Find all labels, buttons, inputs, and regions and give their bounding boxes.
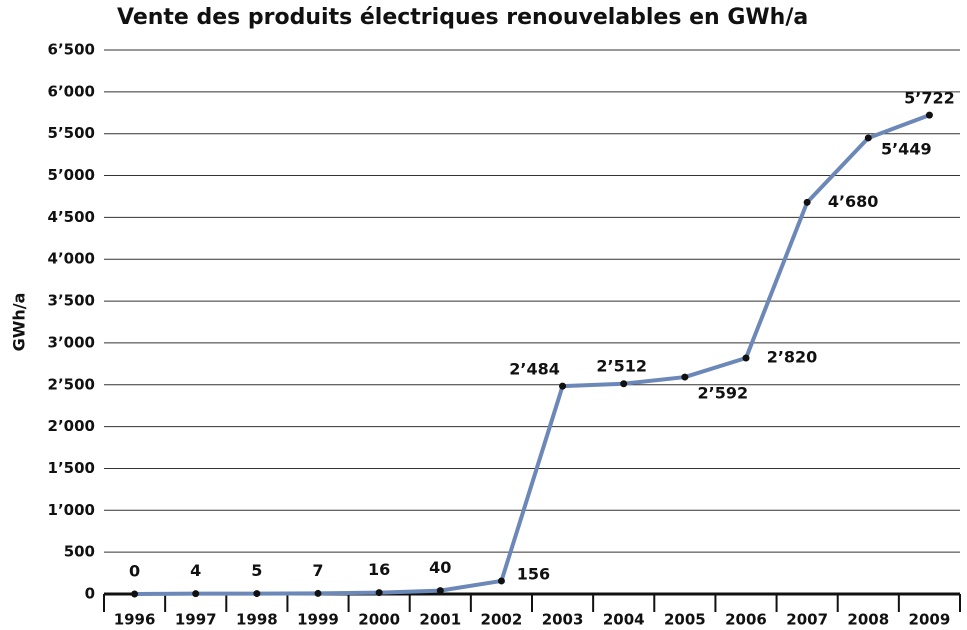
point [314, 589, 322, 597]
y-tick-label: 4’500 [48, 208, 95, 226]
point [253, 590, 261, 598]
data-label: 16 [368, 560, 390, 579]
y-tick-label: 6’000 [48, 82, 95, 100]
y-tick-label: 2’000 [48, 417, 95, 435]
y-tick-label: 6’500 [48, 41, 95, 59]
point [375, 589, 383, 597]
y-tick-label: 1’000 [48, 501, 95, 519]
point [497, 577, 505, 585]
x-tick-label: 2003 [542, 611, 584, 629]
x-tick-label: 2004 [603, 611, 645, 629]
y-axis-label: GWh/a [10, 293, 29, 352]
x-tick-label: 2007 [786, 611, 828, 629]
point [864, 134, 872, 142]
point [925, 111, 933, 119]
y-tick-label: 4’000 [48, 250, 95, 268]
y-tick-label: 5’500 [48, 124, 95, 142]
y-tick-label: 0 [85, 585, 95, 603]
point [192, 590, 200, 598]
point [803, 198, 811, 206]
data-label: 2’820 [767, 347, 818, 366]
data-label: 2’512 [596, 356, 647, 375]
chart-title: Vente des produits électriques renouvela… [117, 5, 808, 30]
data-label: 40 [429, 558, 451, 577]
point [681, 373, 689, 381]
y-tick-label: 3’500 [48, 292, 95, 310]
data-label: 2’484 [509, 360, 560, 379]
data-label: 0 [129, 562, 140, 581]
data-label: 156 [517, 564, 550, 583]
data-label: 4’680 [828, 192, 879, 211]
y-tick-label: 1’500 [48, 459, 95, 477]
point [742, 354, 750, 362]
data-label: 5’722 [904, 89, 955, 108]
point [131, 590, 139, 598]
x-tick-label: 2002 [481, 611, 523, 629]
y-tick-label: 5’000 [48, 166, 95, 184]
data-label: 4 [190, 561, 201, 580]
x-tick-label: 2006 [725, 611, 767, 629]
data-label: 7 [312, 561, 323, 580]
x-tick-label: 1996 [114, 611, 156, 629]
x-tick-label: 2008 [847, 611, 889, 629]
line [134, 113, 931, 596]
point [620, 380, 628, 388]
x-tick-label: 2000 [358, 611, 400, 629]
x-tick-label: 2005 [664, 611, 706, 629]
data-label: 5’449 [881, 139, 932, 158]
y-tick-label: 2’500 [48, 375, 95, 393]
data-label: 5 [251, 561, 262, 580]
x-tick-label: 2009 [909, 611, 951, 629]
point [436, 587, 444, 595]
data-label: 2’592 [698, 384, 749, 403]
x-tick-label: 1997 [175, 611, 217, 629]
point [559, 382, 567, 390]
y-tick-label: 500 [64, 543, 95, 561]
x-tick-label: 1999 [297, 611, 339, 629]
x-tick-label: 1998 [236, 611, 278, 629]
x-tick-label: 2001 [419, 611, 461, 629]
y-tick-label: 3’000 [48, 333, 95, 351]
